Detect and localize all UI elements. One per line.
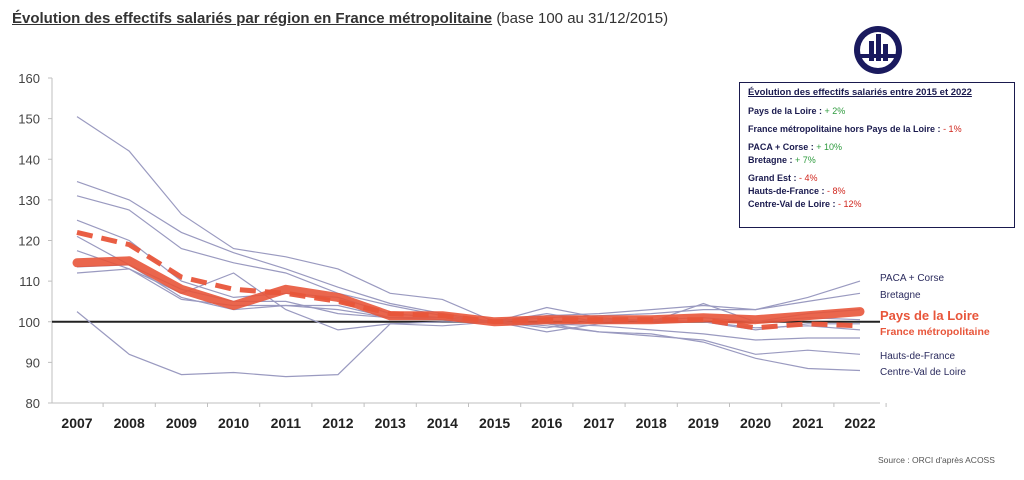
series-label: Hauts-de-France — [880, 351, 955, 362]
x-tick-label: 2021 — [792, 415, 823, 431]
evolution-summary-box: Évolution des effectifs salariés entre 2… — [739, 82, 1015, 228]
y-tick-label: 100 — [18, 315, 40, 330]
x-tick-label: 2018 — [636, 415, 667, 431]
series-label: PACA + Corse — [880, 273, 944, 284]
x-tick-label: 2007 — [61, 415, 92, 431]
x-tick-label: 2011 — [271, 415, 302, 431]
series-label: Pays de la Loire — [880, 308, 979, 323]
x-tick-label: 2017 — [583, 415, 614, 431]
summary-row-label: Hauts-de-France : — [748, 186, 828, 196]
summary-row-value: + 7% — [795, 155, 816, 165]
x-tick-label: 2012 — [322, 415, 353, 431]
summary-row-value: - 12% — [838, 199, 862, 209]
summary-row-label: Bretagne : — [748, 155, 796, 165]
summary-row-label: Grand Est : — [748, 173, 800, 183]
chart-title-main: Évolution des effectifs salariés par rég… — [12, 10, 493, 27]
x-tick-label: 2010 — [218, 415, 249, 431]
chart-title-sub: (base 100 au 31/12/2015) — [496, 10, 669, 27]
orci-logo — [854, 26, 902, 74]
summary-row-label: Centre-Val de Loire : — [748, 199, 839, 209]
series-label: Bretagne — [880, 290, 921, 301]
y-tick-label: 90 — [26, 355, 40, 370]
x-tick-label: 2020 — [740, 415, 771, 431]
series-line-region — [76, 116, 861, 372]
y-tick-label: 150 — [18, 112, 40, 127]
summary-row-label: Pays de la Loire : — [748, 106, 825, 116]
x-tick-label: 2008 — [114, 415, 145, 431]
summary-row: Centre-Val de Loire : - 12% — [748, 198, 1006, 211]
summary-row-value: - 8% — [827, 186, 846, 196]
summary-row: PACA + Corse : + 10% — [748, 141, 1006, 154]
series-line-region — [76, 268, 861, 333]
y-tick-label: 160 — [18, 71, 40, 86]
series-line-pays-de-la-loire — [72, 256, 865, 327]
x-tick-label: 2014 — [427, 415, 458, 431]
summary-row: Pays de la Loire : + 2% — [748, 105, 1006, 118]
chart-title: Évolution des effectifs salariés par rég… — [12, 10, 668, 27]
y-tick-label: 80 — [26, 396, 40, 411]
summary-row-label: PACA + Corse : — [748, 142, 817, 152]
summary-row: Grand Est : - 4% — [748, 172, 1006, 185]
summary-row-label: France métropolitaine hors Pays de la Lo… — [748, 124, 944, 134]
summary-row-value: + 10% — [816, 142, 843, 152]
y-tick-label: 140 — [18, 152, 40, 167]
x-tick-label: 2022 — [844, 415, 875, 431]
summary-title: Évolution des effectifs salariés entre 2… — [748, 87, 972, 98]
summary-row: Hauts-de-France : - 8% — [748, 185, 1006, 198]
x-tick-label: 2009 — [166, 415, 197, 431]
series-line-france — [76, 229, 861, 331]
summary-row-value: + 2% — [824, 106, 846, 116]
summary-row-value: - 1% — [943, 124, 962, 134]
x-tick-label: 2013 — [375, 415, 406, 431]
y-tick-label: 130 — [18, 193, 40, 208]
series-line-region — [76, 219, 861, 323]
y-tick-label: 120 — [18, 234, 40, 249]
x-tick-label: 2015 — [479, 415, 510, 431]
series-label: Centre-Val de Loire — [880, 367, 966, 378]
summary-row: France métropolitaine hors Pays de la Lo… — [748, 123, 1006, 136]
summary-row: Bretagne : + 7% — [748, 154, 1006, 167]
x-tick-label: 2019 — [688, 415, 719, 431]
source-note: Source : ORCI d'après ACOSS — [878, 455, 995, 465]
series-label: France métropolitaine — [880, 326, 990, 338]
summary-row-value: - 4% — [799, 173, 818, 183]
y-tick-label: 110 — [19, 274, 40, 289]
x-tick-label: 2016 — [531, 415, 562, 431]
